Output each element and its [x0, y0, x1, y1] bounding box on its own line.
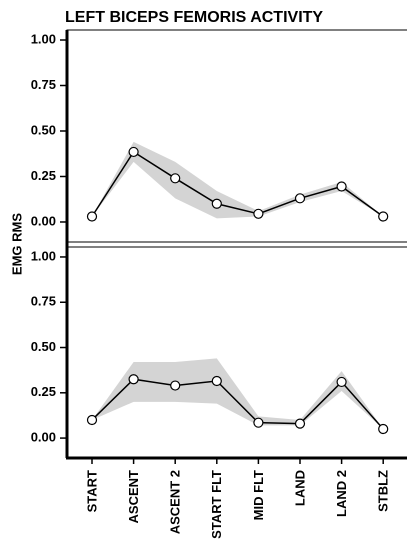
- x-tick-label: LAND: [292, 470, 307, 506]
- point: [253, 208, 264, 219]
- line: [91, 378, 384, 430]
- x-tick-label: ASCENT 2: [168, 470, 183, 534]
- panel-frame: [66, 246, 407, 459]
- y-tick-label: 1.00: [31, 248, 56, 263]
- y-tick-label: 1.00: [31, 31, 56, 46]
- point: [128, 374, 139, 385]
- x-tick-label: STBLZ: [376, 470, 391, 512]
- x-tick-label: ASCENT: [126, 470, 141, 524]
- x-tick-label: START FLT: [209, 470, 224, 539]
- confidence-band: [92, 358, 384, 430]
- point: [211, 375, 222, 387]
- y-tick-label: 0.00: [31, 213, 56, 228]
- confidence-band: [92, 141, 384, 219]
- point: [378, 423, 389, 435]
- y-axis-label: EMG RMS: [9, 213, 24, 275]
- point: [336, 376, 347, 388]
- point: [294, 193, 306, 204]
- y-tick-label: 0.25: [31, 384, 56, 399]
- point: [253, 417, 264, 428]
- y-tick-label: 0.00: [31, 430, 56, 445]
- point: [170, 173, 181, 184]
- line: [91, 150, 384, 218]
- point: [170, 380, 181, 391]
- x-tick-label: MID FLT: [251, 470, 266, 520]
- point: [211, 198, 222, 209]
- point: [86, 414, 98, 426]
- y-tick-label: 0.75: [31, 77, 56, 92]
- point: [294, 418, 306, 429]
- x-tick-label: LAND 2: [334, 470, 349, 517]
- point: [336, 181, 347, 192]
- point: [378, 211, 389, 222]
- chart-title: LEFT BICEPS FEMORIS ACTIVITY: [65, 9, 323, 26]
- x-tick-label: START: [84, 470, 99, 512]
- y-tick-label: 0.50: [31, 339, 56, 354]
- y-tick-label: 0.25: [31, 168, 56, 183]
- point: [128, 146, 139, 158]
- y-tick-label: 0.50: [31, 122, 56, 137]
- y-tick-label: 0.75: [31, 294, 56, 309]
- point: [86, 211, 98, 222]
